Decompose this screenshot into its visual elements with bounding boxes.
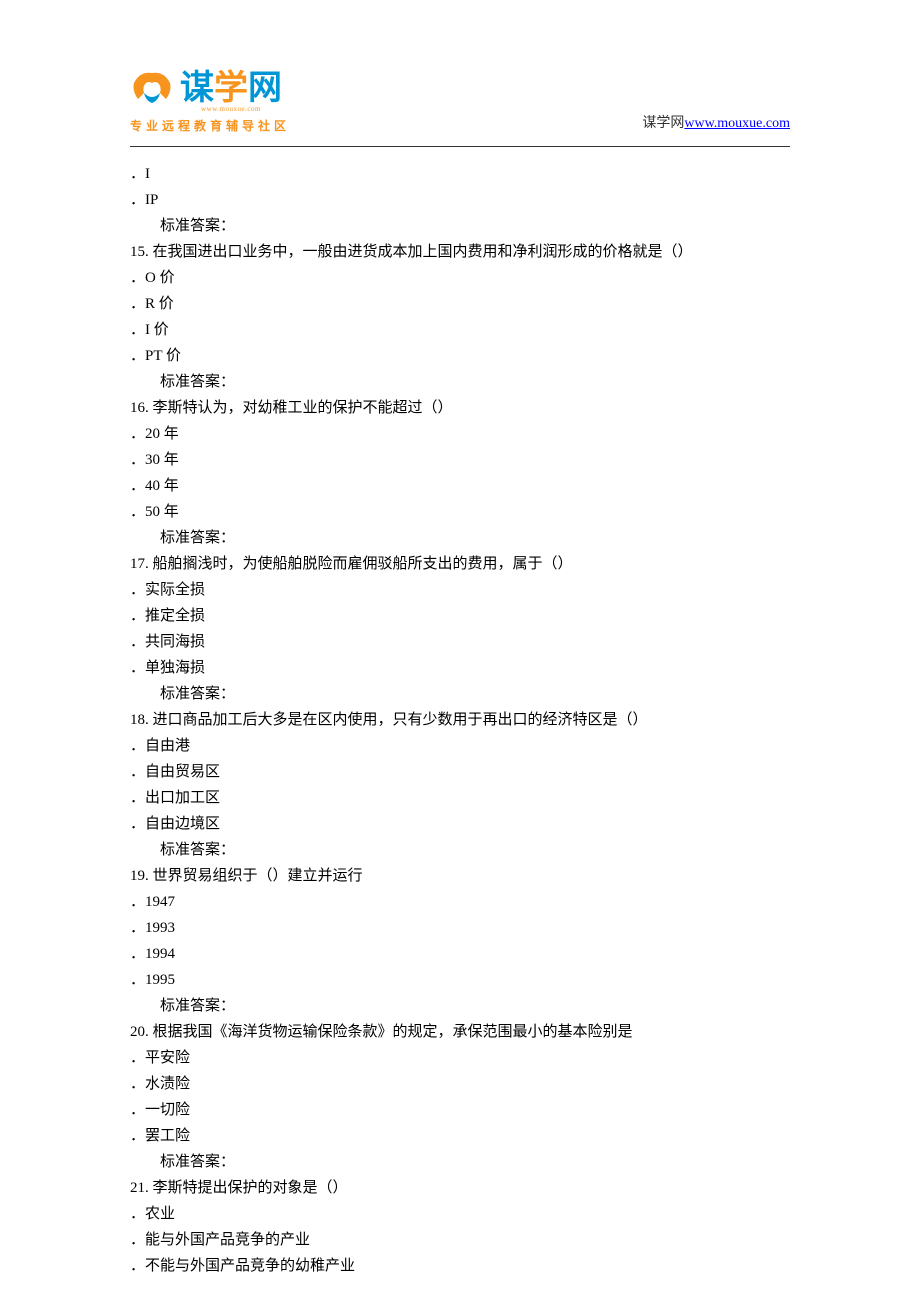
option-line: ．出口加工区 xyxy=(130,785,790,811)
question-line: 15. 在我国进出口业务中，一般由进货成本加上国内费用和净利润形成的价格就是（） xyxy=(130,239,790,265)
option-line: ．I xyxy=(130,161,790,187)
option-line: ．自由港 xyxy=(130,733,790,759)
option-line: ．O 价 xyxy=(130,265,790,291)
option-line: ．平安险 xyxy=(130,1045,790,1071)
page-header: 谋学网 www.mouxue.com 专业远程教育辅导社区 谋学网www.mou… xyxy=(0,0,920,146)
option-line: ．40 年 xyxy=(130,473,790,499)
answer-line: 标准答案： xyxy=(130,681,790,707)
option-line: ．农业 xyxy=(130,1201,790,1227)
option-line: ．IP xyxy=(130,187,790,213)
answer-line: 标准答案： xyxy=(130,1149,790,1175)
option-line: ．自由边境区 xyxy=(130,811,790,837)
question-line: 21. 李斯特提出保护的对象是（） xyxy=(130,1175,790,1201)
option-line: ．能与外国产品竞争的产业 xyxy=(130,1227,790,1253)
option-line: ．20 年 xyxy=(130,421,790,447)
option-line: ．50 年 xyxy=(130,499,790,525)
answer-line: 标准答案： xyxy=(130,525,790,551)
option-line: ．一切险 xyxy=(130,1097,790,1123)
question-line: 19. 世界贸易组织于（）建立并运行 xyxy=(130,863,790,889)
answer-line: 标准答案： xyxy=(130,369,790,395)
site-link[interactable]: www.mouxue.com xyxy=(684,116,790,131)
option-line: ．1947 xyxy=(130,889,790,915)
option-line: ．1995 xyxy=(130,967,790,993)
question-line: 16. 李斯特认为，对幼稚工业的保护不能超过（） xyxy=(130,395,790,421)
option-line: ．1994 xyxy=(130,941,790,967)
question-line: 18. 进口商品加工后大多是在区内使用，只有少数用于再出口的经济特区是（） xyxy=(130,707,790,733)
option-line: ．不能与外国产品竞争的幼稚产业 xyxy=(130,1253,790,1279)
option-line: ．推定全损 xyxy=(130,603,790,629)
option-line: ．自由贸易区 xyxy=(130,759,790,785)
option-line: ．1993 xyxy=(130,915,790,941)
logo-tagline: 专业远程教育辅导社区 xyxy=(130,117,290,134)
option-line: ．30 年 xyxy=(130,447,790,473)
logo-char-2: 学 xyxy=(214,69,248,107)
option-line: ．罢工险 xyxy=(130,1123,790,1149)
site-name-label: 谋学网 xyxy=(642,116,684,131)
logo: 谋学网 www.mouxue.com xyxy=(130,60,290,113)
question-line: 17. 船舶搁浅时，为使船舶脱险而雇佣驳船所支出的费用，属于（） xyxy=(130,551,790,577)
question-line: 20. 根据我国《海洋货物运输保险条款》的规定，承保范围最小的基本险别是 xyxy=(130,1019,790,1045)
logo-char-1: 谋 xyxy=(180,69,214,107)
option-line: ．水渍险 xyxy=(130,1071,790,1097)
answer-line: 标准答案： xyxy=(130,213,790,239)
option-line: ．单独海损 xyxy=(130,655,790,681)
logo-text: 谋学网 www.mouxue.com xyxy=(180,60,282,113)
answer-line: 标准答案： xyxy=(130,837,790,863)
option-line: ．PT 价 xyxy=(130,343,790,369)
logo-container: 谋学网 www.mouxue.com 专业远程教育辅导社区 xyxy=(130,60,290,134)
document-content: ．I．IP标准答案：15. 在我国进出口业务中，一般由进货成本加上国内费用和净利… xyxy=(0,147,920,1279)
option-line: ．R 价 xyxy=(130,291,790,317)
logo-icon xyxy=(130,69,174,105)
answer-line: 标准答案： xyxy=(130,993,790,1019)
option-line: ．实际全损 xyxy=(130,577,790,603)
option-line: ．I 价 xyxy=(130,317,790,343)
option-line: ．共同海损 xyxy=(130,629,790,655)
header-site-info: 谋学网www.mouxue.com xyxy=(642,112,790,134)
logo-char-3: 网 xyxy=(248,69,282,107)
